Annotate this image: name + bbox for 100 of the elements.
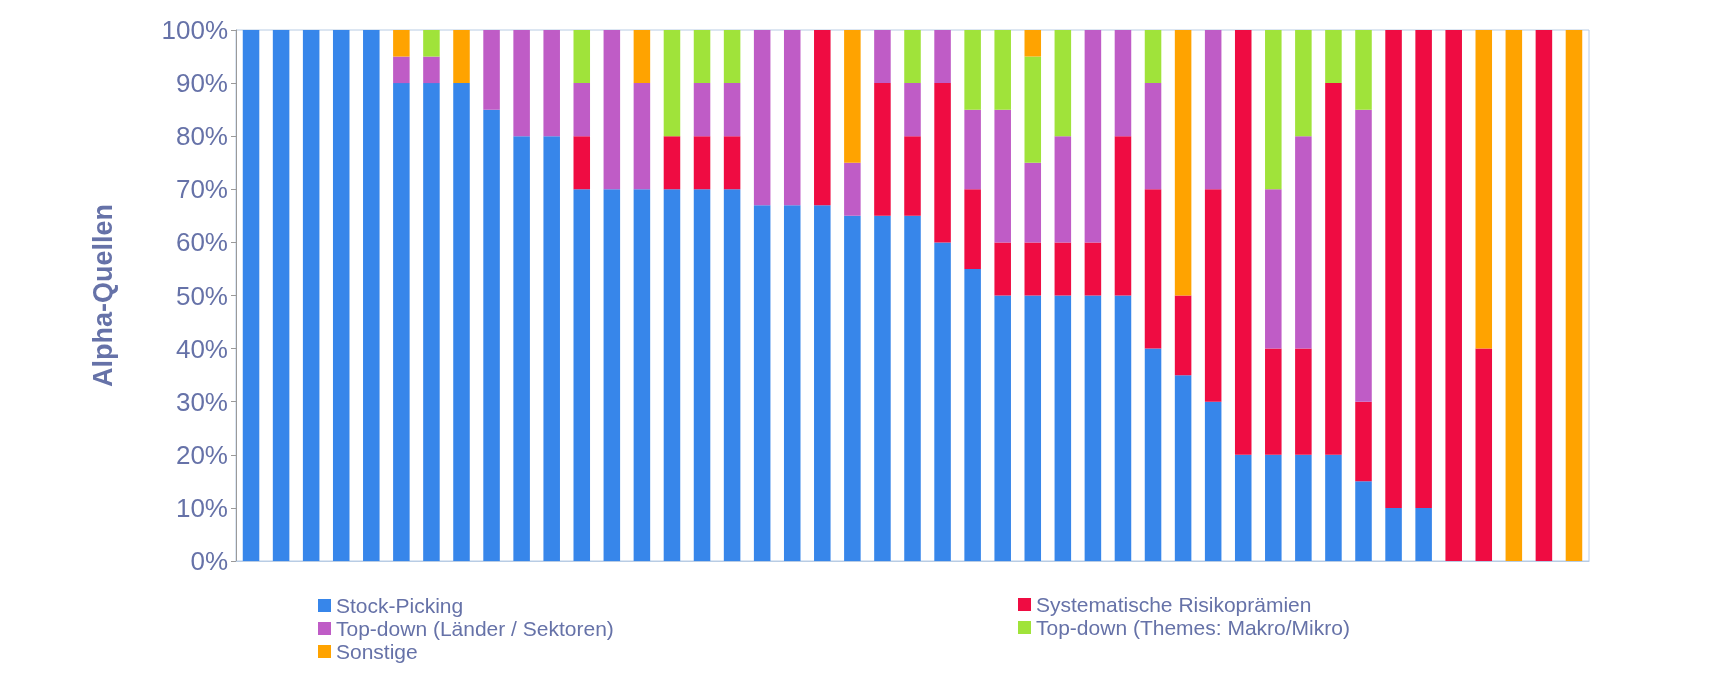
bar (723, 136, 741, 190)
bar (964, 268, 981, 561)
bar (1415, 507, 1432, 561)
bar (693, 83, 711, 137)
bar (904, 30, 921, 84)
bar (693, 189, 711, 561)
bar (1084, 30, 1102, 243)
bar (964, 109, 981, 190)
bar (1024, 295, 1042, 561)
bar (1385, 507, 1402, 561)
bar (934, 242, 951, 561)
bar (1385, 30, 1402, 508)
y-tick-label: 10% (175, 492, 228, 523)
bar (964, 30, 981, 110)
bar (994, 295, 1011, 561)
bar (693, 136, 711, 190)
bar (1024, 242, 1042, 296)
bar (1295, 136, 1312, 349)
bar (633, 189, 651, 561)
y-tick-label: 100% (161, 15, 228, 45)
bar (573, 83, 591, 137)
bar (874, 83, 891, 216)
bar (242, 30, 260, 561)
bar (723, 189, 741, 561)
bar (513, 30, 530, 137)
bar (1084, 295, 1102, 561)
bar (1144, 83, 1162, 190)
bar (1054, 242, 1072, 296)
bar (1295, 30, 1312, 137)
bar (1234, 454, 1252, 561)
bar (1325, 83, 1342, 455)
bar (663, 30, 681, 137)
y-tick-label: 80% (175, 121, 228, 152)
bar (1325, 30, 1342, 84)
bar (934, 30, 951, 84)
bar (1054, 295, 1072, 561)
bar (663, 136, 681, 190)
bar (904, 215, 921, 561)
bar (994, 30, 1011, 110)
bar (844, 30, 861, 163)
y-tick-label: 60% (175, 227, 228, 258)
bar (1295, 454, 1312, 561)
bar (393, 30, 410, 57)
bar (603, 189, 621, 561)
bar (423, 83, 440, 561)
bar (272, 30, 290, 561)
bar (1084, 242, 1102, 296)
bar (573, 136, 591, 190)
bar (1234, 30, 1252, 455)
bar (633, 83, 651, 190)
bar (1565, 30, 1583, 561)
y-tick-label: 70% (175, 174, 228, 205)
bar (1355, 30, 1372, 110)
bar (1024, 56, 1042, 163)
bar (302, 30, 320, 561)
bar (603, 30, 621, 190)
bar (874, 215, 891, 561)
bar (814, 30, 831, 206)
bar (1355, 401, 1372, 482)
y-tick-label: 0% (190, 546, 228, 576)
bar (904, 83, 921, 137)
bar (693, 30, 711, 84)
bar (513, 136, 530, 561)
bar (1144, 30, 1162, 84)
bar (844, 215, 861, 561)
bar (1415, 30, 1432, 508)
bar (1204, 401, 1222, 561)
legend-label: Systematische Risikoprämien (1036, 593, 1312, 616)
bar (1174, 375, 1192, 561)
y-tick-label: 20% (175, 439, 228, 470)
bar (1054, 30, 1072, 137)
legend-label: Stock-Picking (336, 594, 464, 617)
bar (1295, 348, 1312, 455)
bar (483, 109, 500, 561)
bar (573, 189, 591, 561)
bar (994, 242, 1011, 296)
bar (1144, 189, 1162, 349)
bar (783, 205, 801, 561)
bar (723, 30, 741, 84)
bar (1114, 295, 1132, 561)
bar (753, 30, 771, 206)
bar (1204, 189, 1222, 402)
bar (723, 83, 741, 137)
y-tick-label: 90% (175, 68, 228, 99)
bar (1475, 30, 1493, 349)
bar (783, 30, 801, 206)
bar (934, 83, 951, 243)
bar (1265, 348, 1282, 455)
bar (1535, 30, 1553, 561)
bar (332, 30, 350, 561)
bar (1505, 30, 1523, 561)
bar (874, 30, 891, 84)
bar (904, 136, 921, 216)
bar (1355, 481, 1372, 561)
bar (1445, 30, 1462, 561)
bar (663, 189, 681, 561)
bar (994, 109, 1011, 243)
bar (393, 56, 410, 84)
bar (814, 205, 831, 561)
bar (1204, 30, 1222, 190)
